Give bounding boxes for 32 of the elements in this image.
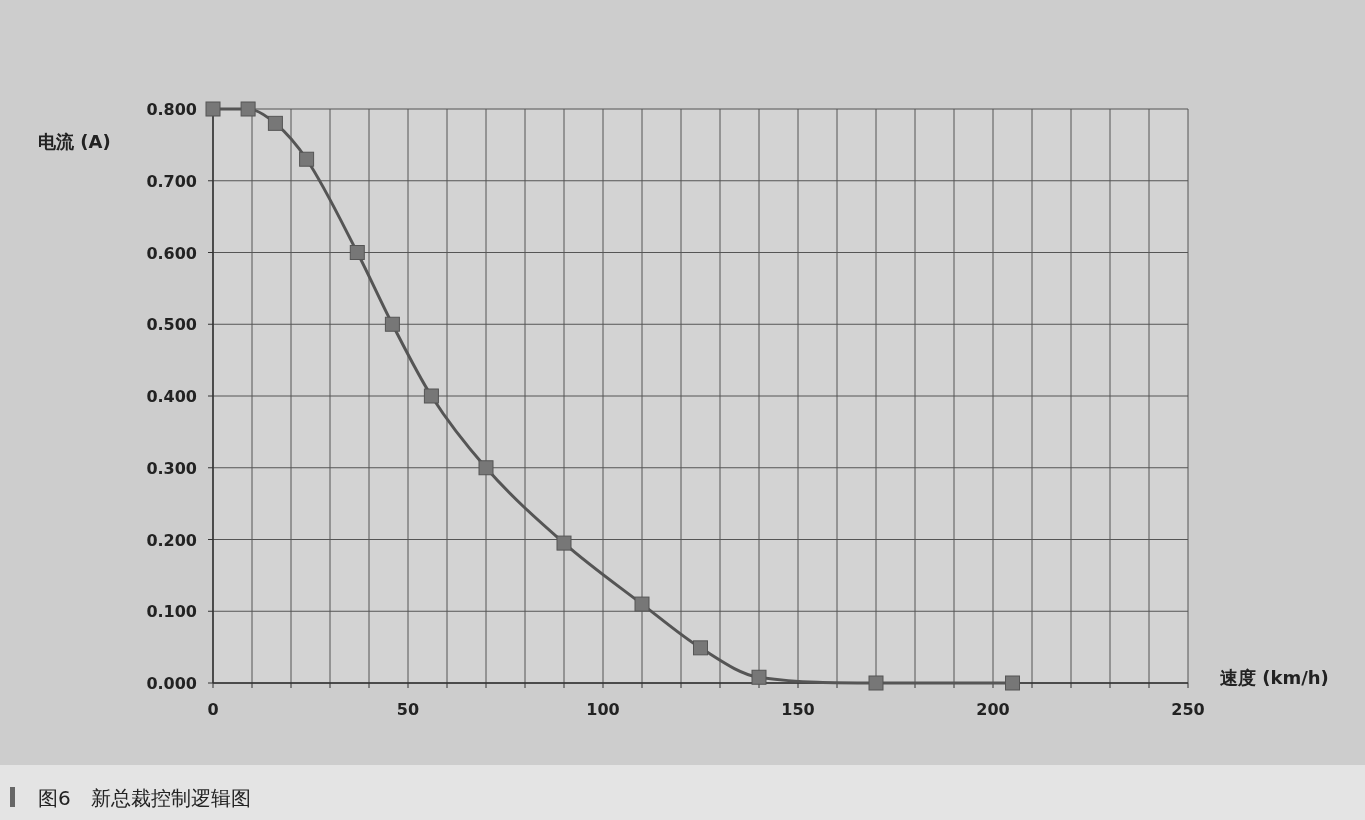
y-tick-label: 0.200: [146, 530, 197, 550]
point: [634, 596, 650, 612]
point: [478, 460, 494, 476]
y-tick-label: 0.500: [146, 315, 197, 335]
point: [693, 640, 708, 656]
x-tick-label: 50: [396, 700, 420, 719]
y-tick-label: 0.600: [146, 243, 197, 263]
x-tick-label: 0: [207, 700, 219, 719]
point: [868, 675, 884, 691]
x-tick-label: 250: [1171, 700, 1205, 719]
y-tick-label: 0.000: [146, 674, 197, 693]
y-tick-label: 0.400: [146, 387, 197, 406]
point: [205, 101, 221, 117]
point: [556, 535, 572, 551]
x-axis-title: 速度 (km/h): [1220, 667, 1329, 688]
point: [384, 316, 400, 332]
x-tick-label: 100: [586, 700, 620, 719]
point: [299, 151, 315, 167]
y-tick-label: 0.100: [146, 602, 197, 622]
point: [267, 115, 283, 131]
point: [1005, 675, 1020, 691]
y-tick-label: 0.300: [146, 458, 197, 478]
point: [240, 101, 256, 117]
point: [751, 669, 767, 685]
point: [349, 245, 365, 260]
y-axis-title: 电流 (A): [38, 131, 111, 152]
point: [423, 388, 439, 404]
text: 图6 新总裁控制逻辑图: [38, 786, 251, 810]
y-tick-label: 0.700: [146, 171, 197, 191]
x-tick-label: 150: [781, 700, 815, 719]
y-tick-label: 0.800: [146, 100, 197, 119]
x-tick-label: 200: [976, 700, 1010, 719]
